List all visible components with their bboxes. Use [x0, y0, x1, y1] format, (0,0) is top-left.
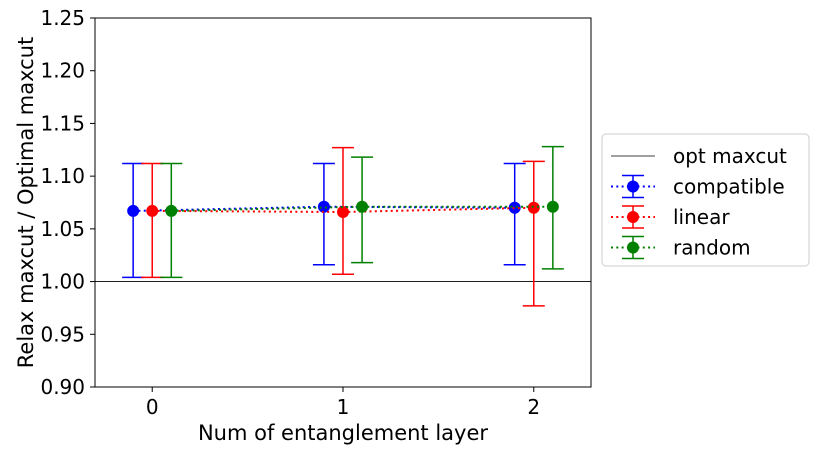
x-tick-label: 2	[527, 395, 540, 419]
random-point	[546, 200, 559, 213]
x-tick-label: 1	[337, 395, 350, 419]
legend-marker-compatible	[627, 180, 639, 193]
y-tick-label: 1.00	[40, 270, 85, 294]
legend: opt maxcut compatible linear random	[601, 133, 810, 267]
y-tick-label: 0.90	[40, 375, 85, 399]
series-random	[160, 145, 564, 279]
series-linear	[141, 146, 545, 307]
linear-point	[337, 205, 349, 218]
y-axis-label: Relax maxcut / Optimal maxcut	[14, 37, 38, 369]
linear-point	[527, 201, 540, 214]
random-point	[165, 204, 178, 217]
series-layer	[122, 145, 564, 307]
legend-marker-random	[627, 241, 639, 254]
compatible-point	[508, 201, 521, 214]
legend-box	[601, 133, 810, 267]
compatible-point	[127, 204, 140, 217]
legend-label-random: random	[673, 236, 751, 260]
x-tick-label: 0	[146, 395, 159, 419]
y-tick-label: 1.20	[40, 59, 85, 83]
series-compatible	[122, 162, 526, 279]
legend-label-linear: linear	[673, 205, 730, 229]
legend-marker-linear	[627, 211, 639, 223]
y-axis: 0.90 0.95 1.00 1.05 1.10 1.15 1.20 1.25	[40, 6, 95, 399]
random-point	[356, 200, 369, 213]
y-tick-label: 1.05	[40, 217, 85, 241]
y-tick-label: 1.25	[40, 6, 85, 30]
y-tick-label: 0.95	[40, 322, 85, 346]
legend-label-opt-maxcut: opt maxcut	[673, 144, 787, 168]
x-axis-label: Num of entanglement layer	[198, 421, 488, 445]
compatible-point	[317, 200, 330, 213]
y-tick-label: 1.10	[40, 164, 85, 188]
linear-point	[146, 204, 159, 217]
y-tick-label: 1.15	[40, 111, 85, 135]
legend-label-compatible: compatible	[673, 175, 785, 199]
x-axis: 0 1 2	[146, 387, 540, 419]
